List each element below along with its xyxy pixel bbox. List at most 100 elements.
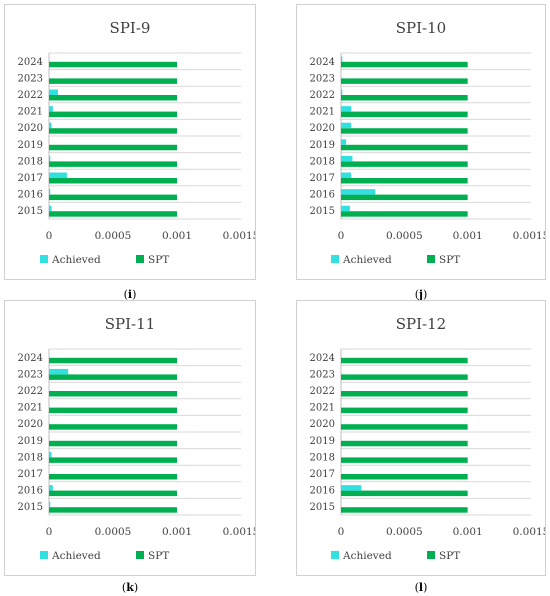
x-tick-label: 0: [338, 230, 345, 242]
bar-achieved: [49, 172, 67, 178]
bar-achieved: [49, 189, 51, 195]
legend-label-spt: SPT: [439, 550, 460, 562]
bar-achieved: [341, 205, 350, 212]
bar-achieved: [341, 485, 362, 491]
bar-spt: [49, 161, 177, 167]
x-tick-label: 0.0005: [95, 230, 132, 242]
x-tick-label: 0.001: [162, 230, 192, 242]
caption-l: (l): [414, 581, 428, 594]
category-label: 2021: [18, 403, 43, 414]
x-tick-label: 0.0015: [223, 526, 255, 538]
legend-label-spt: SPT: [148, 254, 169, 266]
category-label: 2022: [310, 386, 335, 397]
category-label: 2023: [18, 73, 43, 84]
legend-swatch-spt: [136, 255, 144, 263]
legend-swatch-achieved: [40, 255, 48, 263]
chart-svg: SPI-10 2015 2016 2017 2018 2019 2020 2021 2022 20…: [310, 19, 545, 266]
category-label: 2018: [310, 452, 335, 463]
legend-label-spt: SPT: [148, 550, 169, 562]
chart-title: SPI-11: [105, 315, 155, 333]
bar-spt: [49, 95, 177, 101]
bar-spt: [341, 144, 468, 151]
bar-achieved: [341, 122, 352, 129]
bar-spt: [341, 111, 468, 118]
bar-spt: [49, 457, 177, 463]
bar-spt: [341, 457, 468, 463]
legend-swatch-achieved: [331, 551, 339, 559]
category-label: 2022: [18, 90, 43, 101]
x-tick-label: 0.0005: [95, 526, 132, 538]
chart-svg: SPI-9 2015 2016 2017 2018 2019 2020 2021 2022 202…: [18, 19, 255, 266]
category-label: 2016: [18, 486, 43, 497]
chart-panel-spi-12: SPI-12 2015 2016 2017 2018 2019 2020 2021 2022 20…: [296, 300, 546, 576]
category-label: 2015: [310, 206, 335, 217]
bar-spt: [341, 211, 468, 217]
bar-achieved: [341, 106, 352, 112]
bar-achieved: [341, 89, 343, 95]
bar-spt: [341, 357, 468, 364]
legend-label-spt: SPT: [439, 254, 460, 266]
category-label: 2021: [310, 107, 335, 118]
x-tick-label: 0.0015: [513, 526, 545, 538]
category-label: 2016: [310, 486, 335, 497]
bar-spt: [49, 61, 177, 68]
category-label: 2016: [18, 190, 43, 201]
legend-swatch-achieved: [40, 551, 48, 559]
bar-spt: [49, 424, 177, 430]
category-label: 2017: [18, 173, 43, 184]
caption-i: (i): [123, 288, 137, 301]
x-tick-label: 0: [46, 230, 53, 242]
bar-achieved: [49, 106, 53, 112]
bar-spt: [49, 391, 177, 397]
category-label: 2020: [18, 123, 43, 134]
legend-swatch-achieved: [331, 255, 339, 263]
legend-label-achieved: Achieved: [342, 254, 392, 266]
category-label: 2024: [310, 353, 335, 364]
chart-svg: SPI-12 2015 2016 2017 2018 2019 2020 2021 2022 20…: [310, 315, 545, 562]
category-label: 2018: [310, 156, 335, 167]
x-tick-label: 0.0015: [223, 230, 255, 242]
bar-spt: [49, 78, 177, 84]
category-label: 2021: [310, 403, 335, 414]
x-tick-label: 0.0015: [513, 230, 545, 242]
bar-spt: [341, 474, 468, 480]
bar-spt: [49, 194, 177, 201]
x-tick-label: 0.0005: [386, 526, 423, 538]
bar-spt: [49, 490, 177, 497]
bar-spt: [49, 407, 177, 414]
chart-title: SPI-12: [396, 315, 446, 333]
category-label: 2017: [310, 173, 335, 184]
category-label: 2020: [310, 123, 335, 134]
bar-achieved: [49, 368, 69, 375]
legend-swatch-spt: [136, 551, 144, 559]
chart-svg: SPI-11 2015 2016 2017 2018 2019 2020 2021 2022 20…: [18, 315, 255, 562]
chart-panel-spi-10: SPI-10 2015 2016 2017 2018 2019 2020 2021 2022 20…: [296, 4, 546, 280]
bar-spt: [341, 424, 468, 430]
chart-panel-spi-9: SPI-9 2015 2016 2017 2018 2019 2020 2021 2022 202…: [4, 4, 256, 280]
category-label: 2017: [310, 469, 335, 480]
bar-spt: [341, 440, 468, 447]
bar-achieved: [341, 155, 353, 162]
legend-swatch-spt: [427, 551, 435, 559]
bar-spt: [341, 407, 468, 414]
category-label: 2023: [310, 369, 335, 380]
bar-spt: [341, 178, 468, 184]
x-tick-label: 0.0005: [386, 230, 423, 242]
chart-panel-spi-11: SPI-11 2015 2016 2017 2018 2019 2020 2021 2022 20…: [4, 300, 256, 576]
x-tick-label: 0.001: [162, 526, 192, 538]
category-label: 2024: [310, 57, 335, 68]
bar-spt: [49, 178, 177, 184]
bar-spt: [49, 144, 177, 151]
bar-spt: [341, 490, 468, 497]
category-label: 2015: [310, 502, 335, 513]
category-label: 2021: [18, 107, 43, 118]
category-label: 2019: [310, 436, 335, 447]
category-label: 2015: [18, 206, 43, 217]
category-label: 2020: [310, 419, 335, 430]
legend-label-achieved: Achieved: [342, 550, 392, 562]
bar-spt: [49, 357, 177, 364]
category-label: 2019: [18, 436, 43, 447]
caption-k: (k): [121, 581, 139, 594]
bar-spt: [49, 374, 177, 380]
bar-spt: [341, 194, 468, 201]
